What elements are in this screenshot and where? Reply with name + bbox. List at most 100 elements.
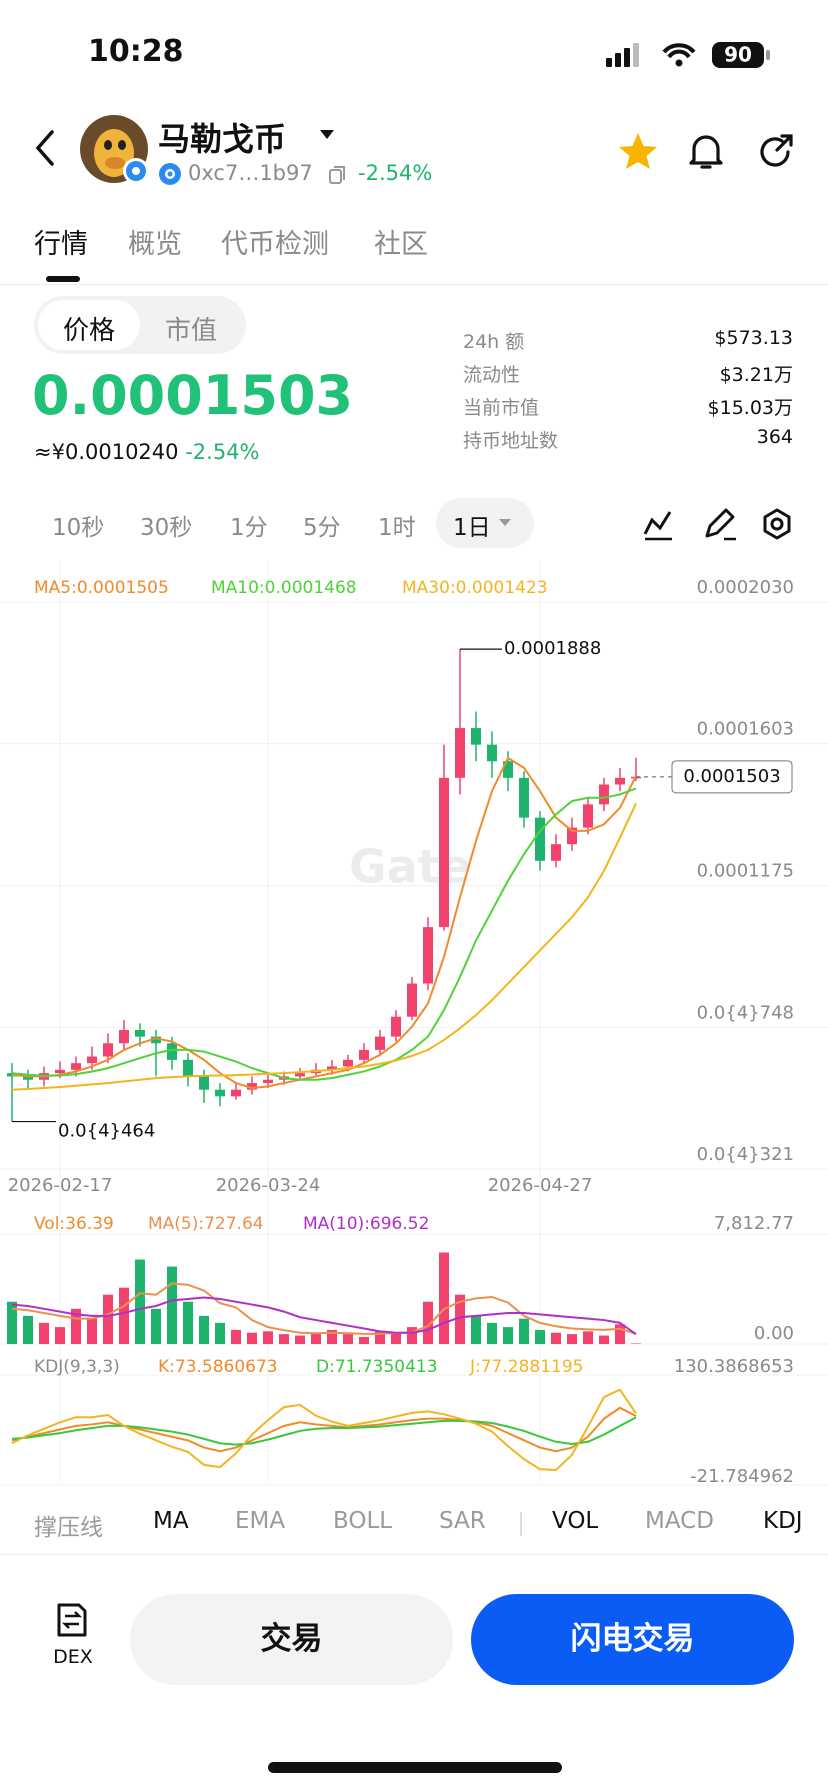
volume-bar bbox=[599, 1335, 609, 1344]
volume-bar bbox=[327, 1329, 337, 1344]
y-tick-label: 0.0002030 bbox=[697, 577, 794, 598]
indicator-tab[interactable]: KDJ bbox=[763, 1508, 803, 1534]
interval-active-bg bbox=[436, 498, 534, 548]
volume-bar bbox=[23, 1315, 33, 1344]
indicator-tab[interactable]: MA bbox=[153, 1508, 189, 1534]
volume-bar bbox=[311, 1332, 321, 1344]
min-label: 0.0{4}464 bbox=[58, 1121, 155, 1142]
dex-label[interactable]: DEX bbox=[53, 1646, 93, 1668]
stat-value: $573.13 bbox=[714, 327, 793, 349]
interval-caret bbox=[499, 519, 511, 526]
interval[interactable]: 5分 bbox=[303, 515, 341, 541]
legend-entry: MA(5):727.64 bbox=[148, 1214, 264, 1234]
indicator-tab[interactable]: BOLL bbox=[333, 1508, 393, 1534]
volume-bar bbox=[423, 1301, 433, 1344]
interval[interactable]: 1日 bbox=[453, 515, 491, 541]
indicator-tab[interactable]: EMA bbox=[235, 1508, 286, 1534]
volume-bar bbox=[263, 1331, 273, 1344]
volume-bar bbox=[247, 1332, 257, 1344]
candle-body bbox=[567, 827, 577, 845]
tab[interactable]: 行情 bbox=[34, 229, 88, 260]
volume-bar bbox=[471, 1315, 481, 1344]
volume-bar bbox=[391, 1332, 401, 1344]
ma-line bbox=[11, 756, 637, 1090]
dropdown-caret[interactable] bbox=[318, 128, 336, 142]
interval[interactable]: 1时 bbox=[378, 515, 416, 541]
interval[interactable]: 30秒 bbox=[140, 515, 193, 541]
chart: Gate 0.0002030 0.0001603 0.0001175 0.0{4}748… bbox=[0, 560, 828, 1487]
status-time: 10:28 bbox=[88, 34, 184, 69]
alert-button[interactable] bbox=[686, 130, 726, 174]
legend-entry: K:73.5860673 bbox=[158, 1357, 278, 1377]
volume-bar bbox=[119, 1287, 129, 1344]
token-avatar bbox=[80, 115, 149, 184]
volume-ma-line bbox=[11, 1296, 637, 1336]
indicator-tab[interactable]: VOL bbox=[552, 1508, 599, 1534]
legend-entry: KDJ(9,3,3) bbox=[34, 1357, 120, 1377]
candle-body bbox=[231, 1089, 241, 1097]
toggle-option[interactable]: 市值 bbox=[164, 316, 217, 346]
volume-bar bbox=[151, 1308, 161, 1344]
candle-body bbox=[247, 1083, 257, 1090]
copy-button[interactable] bbox=[328, 164, 348, 186]
candle-body bbox=[391, 1016, 401, 1037]
kdj-line bbox=[11, 1388, 637, 1471]
toggle-option[interactable]: 价格 bbox=[62, 316, 115, 346]
kdj-line bbox=[11, 1406, 637, 1453]
volume-bar bbox=[231, 1329, 241, 1344]
candle-body bbox=[263, 1079, 273, 1084]
x-tick-label: 2026-02-17 bbox=[8, 1175, 113, 1196]
tab[interactable]: 代币检测 bbox=[221, 229, 329, 260]
stat-label: 流动性 bbox=[463, 364, 521, 386]
candle-body bbox=[327, 1066, 337, 1070]
volume-bar bbox=[183, 1301, 193, 1344]
favorite-button[interactable] bbox=[616, 130, 660, 174]
x-tick-label: 2026-03-24 bbox=[216, 1175, 321, 1196]
volume-bar bbox=[375, 1331, 385, 1344]
x-tick-label: 2026-04-27 bbox=[488, 1175, 593, 1196]
stat-value: $3.21万 bbox=[719, 364, 793, 386]
candle-body bbox=[151, 1036, 161, 1044]
tab-indicator bbox=[46, 276, 80, 282]
interval[interactable]: 10秒 bbox=[52, 515, 105, 541]
volume-bar bbox=[407, 1327, 417, 1344]
header-change: -2.54% bbox=[358, 161, 433, 185]
candle-body bbox=[119, 1029, 129, 1044]
back-button[interactable] bbox=[30, 128, 64, 168]
ma-line bbox=[11, 787, 637, 1081]
volume-bar bbox=[503, 1327, 513, 1344]
tab[interactable]: 概览 bbox=[128, 229, 182, 260]
candle-body bbox=[71, 1063, 81, 1070]
interval[interactable]: 1分 bbox=[230, 515, 268, 541]
indicator-tab[interactable]: 撑压线 bbox=[34, 1515, 103, 1541]
volume-bar bbox=[439, 1252, 449, 1344]
chart-tools[interactable] bbox=[642, 506, 802, 542]
volume-bar bbox=[359, 1336, 369, 1344]
volume-bar bbox=[567, 1334, 577, 1344]
share-button[interactable] bbox=[755, 130, 799, 174]
stat-value: $15.03万 bbox=[707, 397, 793, 419]
candle-body bbox=[615, 777, 625, 785]
flash-trade-button[interactable]: 闪电交易 bbox=[471, 1594, 794, 1685]
legend-entry: J:77.2881195 bbox=[469, 1357, 584, 1377]
dex-icon[interactable] bbox=[55, 1602, 91, 1638]
y-tick-label: 0.00 bbox=[754, 1323, 794, 1344]
trade-button[interactable]: 交易 bbox=[130, 1594, 453, 1685]
candle-body bbox=[439, 777, 449, 928]
tab[interactable]: 社区 bbox=[374, 229, 428, 260]
volume-bar bbox=[615, 1324, 625, 1344]
indicator-tab[interactable]: SAR bbox=[439, 1508, 486, 1534]
volume-bar bbox=[71, 1308, 81, 1344]
token-address: 0xc7…1b97 bbox=[188, 161, 313, 185]
indicator-tab[interactable]: MACD bbox=[645, 1508, 714, 1534]
legend-entry: D:71.7350413 bbox=[316, 1357, 438, 1377]
candle-body bbox=[135, 1029, 145, 1037]
stat-label: 当前市值 bbox=[463, 397, 540, 419]
token-name[interactable]: 马勒戈币 bbox=[158, 120, 287, 158]
volume-bar bbox=[519, 1318, 529, 1344]
candle-body bbox=[455, 728, 465, 778]
divider bbox=[0, 1554, 828, 1555]
candle-body bbox=[103, 1043, 113, 1057]
candle-body bbox=[487, 744, 497, 762]
